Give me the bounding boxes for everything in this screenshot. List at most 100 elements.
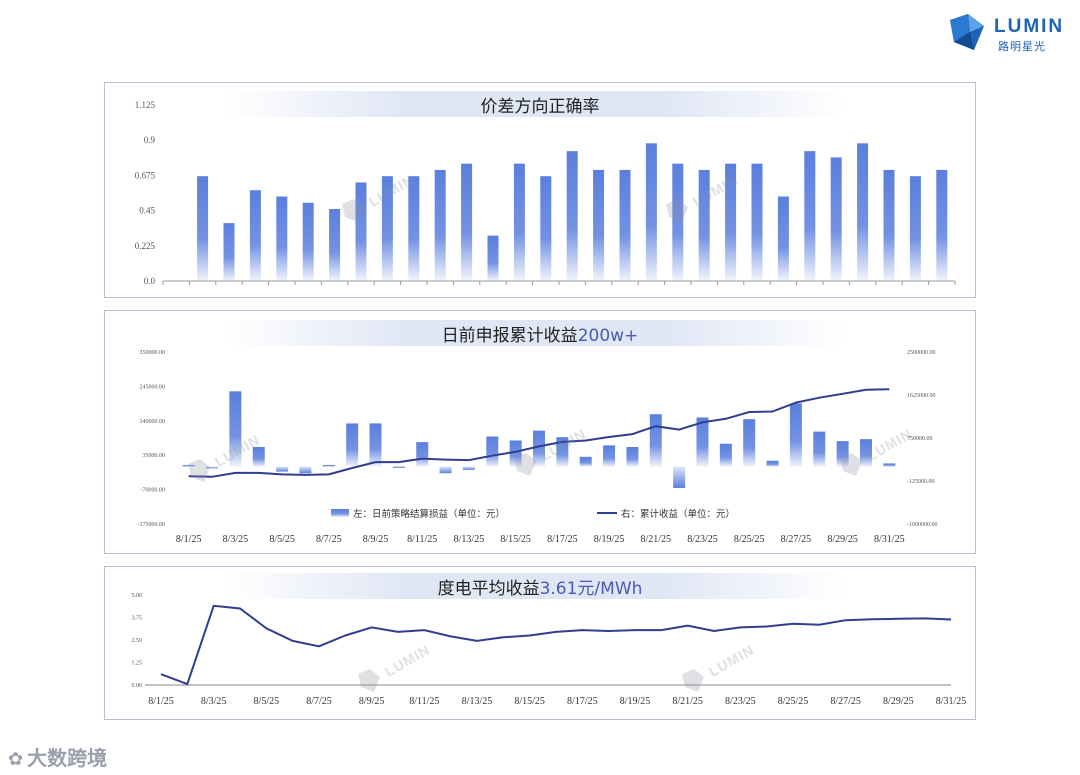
accuracy-bar [302, 202, 314, 281]
accuracy-bar [804, 151, 816, 281]
accuracy-bar [197, 176, 209, 281]
accuracy-bar [329, 209, 341, 281]
daily-profit-bar [392, 466, 405, 469]
cumulative-profit-line [188, 388, 890, 478]
daily-profit-bar [346, 423, 359, 467]
x-tick-label: 8/15/25 [500, 534, 531, 545]
x-tick-label: 8/11/25 [409, 696, 439, 707]
footer-brand: ✿ 大数跨境 [8, 742, 107, 771]
x-tick-label: 8/13/25 [454, 534, 485, 545]
accuracy-bar [936, 169, 948, 281]
daily-profit-bar [859, 439, 872, 467]
accuracy-bar [883, 169, 895, 281]
daily-profit-bar [789, 403, 802, 467]
daily-profit-bar [533, 430, 545, 467]
x-tick-label: 8/31/25 [874, 534, 905, 545]
right-y-tick-label: -125000.00 [907, 479, 935, 485]
y-tick-label: 1.25 [132, 661, 143, 667]
x-tick-label: 8/7/25 [306, 696, 332, 707]
daily-profit-bar [252, 447, 265, 467]
y-tick-label: 0.0 [144, 276, 156, 286]
daily-profit-bar [813, 431, 826, 467]
daily-profit-bar [696, 417, 709, 467]
x-tick-label: 8/27/25 [781, 534, 812, 545]
daily-profit-bar [206, 466, 219, 469]
daily-profit-bar [766, 460, 779, 467]
left-y-tick-label: 140000.00 [140, 419, 166, 425]
daily-profit-bar [603, 445, 616, 467]
accuracy-bar [672, 163, 684, 281]
accuracy-bar [408, 176, 420, 281]
y-tick-label: 0.9 [144, 135, 156, 145]
x-tick-label: 8/13/25 [462, 696, 493, 707]
avg-income-line [160, 604, 952, 686]
x-tick-label: 8/3/25 [201, 696, 227, 707]
logo-brand: LUMIN [994, 16, 1065, 37]
avg-income-chart: 5.00 3.75 2.50 1.25 0.00 8/1/25 8/3/25 8/5/25 8/… [132, 593, 967, 707]
x-tick-label: 8/31/25 [936, 696, 967, 707]
y-tick-label: 0.225 [135, 241, 156, 251]
profit-title-text: 日前申报累计收益 [441, 326, 578, 346]
daily-profit-bar [556, 437, 569, 467]
daily-profit-bar [229, 391, 242, 467]
avg-title: 度电平均收益3.61元/MWh [105, 574, 975, 599]
x-tick-label: 8/21/25 [672, 696, 703, 707]
x-tick-label: 8/25/25 [734, 534, 765, 545]
y-tick-label: 1.125 [135, 100, 156, 110]
daily-profit-bar [649, 414, 662, 467]
left-y-tick-label: 350000.00 [140, 350, 166, 356]
y-tick-label: 0.00 [132, 683, 143, 689]
accuracy-bar [540, 176, 552, 281]
x-tick-label: 8/29/25 [883, 696, 914, 707]
right-y-tick-label: 750000.00 [907, 436, 933, 442]
daily-profit-bar [509, 440, 522, 467]
daily-profit-bar [299, 466, 312, 474]
accuracy-bar [857, 143, 869, 281]
y-tick-label: 5.00 [132, 593, 143, 599]
accuracy-bar [725, 163, 737, 281]
daily-profit-bar [883, 463, 896, 467]
accuracy-bar [249, 190, 261, 281]
logo-mark-icon [950, 14, 984, 50]
x-tick-label: 8/27/25 [830, 696, 861, 707]
y-tick-label: 2.50 [132, 638, 143, 644]
accuracy-chart: 0.0 0.225 0.45 0.675 0.9 1.125 [135, 100, 956, 286]
avg-title-highlight: 3.61元/MWh [539, 579, 643, 599]
x-tick-label: 8/21/25 [640, 534, 671, 545]
x-tick-label: 8/17/25 [547, 534, 578, 545]
x-tick-label: 8/29/25 [827, 534, 858, 545]
left-y-tick-label: -70000.00 [141, 488, 166, 494]
daily-profit-bar [579, 456, 592, 467]
daily-profit-bar [439, 466, 452, 474]
x-tick-label: 8/7/25 [316, 534, 342, 545]
accuracy-bar [566, 151, 578, 281]
y-tick-label: 0.675 [135, 170, 156, 180]
left-y-tick-label: -175000.00 [138, 522, 166, 528]
accuracy-bar [698, 169, 710, 281]
daily-profit-bar [182, 465, 195, 467]
accuracy-title: 价差方向正确率 [480, 97, 600, 117]
x-tick-label: 8/5/25 [269, 534, 295, 545]
right-y-tick-label: 2500000.00 [907, 350, 936, 356]
x-tick-label: 8/19/25 [620, 696, 651, 707]
accuracy-bar [593, 169, 605, 281]
daily-profit-bar [673, 466, 686, 488]
daily-profit-bar [322, 465, 335, 467]
x-tick-label: 8/23/25 [725, 696, 756, 707]
daily-profit-bar [369, 423, 382, 467]
daily-profit-bar [836, 441, 849, 467]
accuracy-bar [487, 235, 499, 281]
accuracy-bar [619, 169, 631, 281]
accuracy-bar [777, 196, 789, 281]
accuracy-bar [461, 163, 473, 281]
daily-profit-bar [719, 443, 732, 467]
x-tick-label: 8/9/25 [359, 696, 385, 707]
accuracy-bar [513, 163, 525, 281]
profit-panel: 日前申报累计收益200w+ 350000.00 245000.00 140000.0… [104, 310, 976, 554]
profit-title: 日前申报累计收益200w+ [105, 321, 975, 346]
legend-bar-label: 左：日前策略结算损益（单位：元） [353, 508, 505, 520]
accuracy-bar [223, 223, 235, 281]
right-y-tick-label: 1625000.00 [907, 393, 936, 399]
profit-chart: 350000.00 245000.00 140000.00 35000.00 -7000… [138, 350, 938, 545]
accuracy-bar [909, 176, 921, 281]
